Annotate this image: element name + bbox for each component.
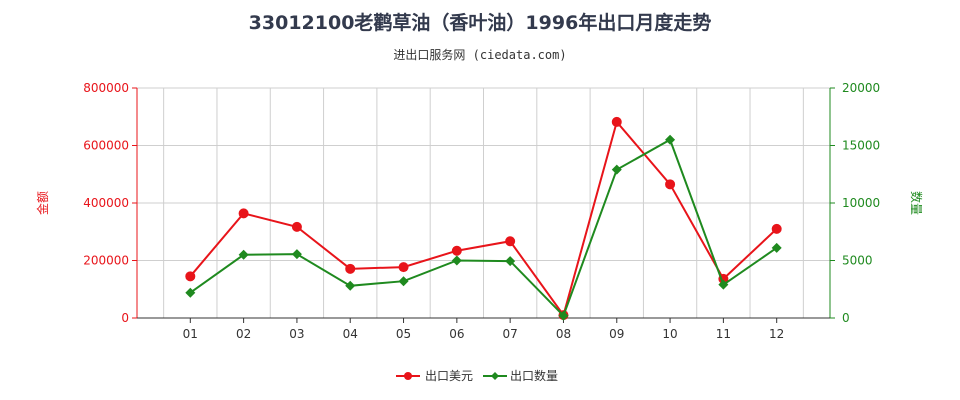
y-tick-label-left: 200000 xyxy=(83,254,129,268)
series-line-1 xyxy=(189,119,778,318)
x-tick-label: 03 xyxy=(289,327,304,341)
point-series-2 xyxy=(238,249,249,260)
legend-marker-2[interactable] xyxy=(491,372,499,380)
legend-label-1[interactable]: 出口美元 xyxy=(425,369,473,383)
point-series-1 xyxy=(345,263,356,274)
point-series-1 xyxy=(451,245,462,256)
x-tick-label: 09 xyxy=(609,327,624,341)
point-series-1 xyxy=(611,116,622,127)
series-layer xyxy=(185,116,782,321)
series-line-2 xyxy=(189,138,778,318)
point-series-1 xyxy=(398,262,409,273)
y-tick-label-left: 800000 xyxy=(83,81,129,95)
x-tick-label: 12 xyxy=(769,327,784,341)
y-tick-label-right: 5000 xyxy=(842,254,873,268)
point-series-1 xyxy=(238,208,249,219)
point-series-2 xyxy=(665,134,676,145)
chart-title: 33012100老鹳草油（香叶油）1996年出口月度走势 xyxy=(248,12,712,34)
y-tick-label-right: 15000 xyxy=(842,139,880,153)
x-tick-label: 04 xyxy=(343,327,358,341)
point-series-1 xyxy=(505,236,516,247)
x-tick-label: 08 xyxy=(556,327,571,341)
point-series-2 xyxy=(345,280,356,291)
point-series-1 xyxy=(185,271,196,282)
y-axis-right-title: 数量 xyxy=(909,191,924,215)
axes: 0 200000 400000 600000 800000 0 5000 10000 15000… xyxy=(35,81,924,341)
point-series-2 xyxy=(291,249,302,260)
x-tick-label: 11 xyxy=(716,327,731,341)
x-tick-label: 10 xyxy=(662,327,677,341)
y-tick-label-left: 400000 xyxy=(83,196,129,210)
x-tick-label: 06 xyxy=(449,327,464,341)
y-tick-label-right: 0 xyxy=(842,311,850,325)
point-series-2 xyxy=(771,242,782,253)
point-series-1 xyxy=(771,223,782,234)
legend-marker-1[interactable] xyxy=(404,372,412,380)
y-tick-label-left: 0 xyxy=(121,311,129,325)
x-tick-label: 05 xyxy=(396,327,411,341)
x-tick-label: 02 xyxy=(236,327,251,341)
point-series-2 xyxy=(611,164,622,175)
point-series-2 xyxy=(398,276,409,287)
y-axis-left-title: 金额 xyxy=(35,191,50,215)
legend[interactable]: 出口美元 出口数量 xyxy=(396,368,558,383)
chart-subtitle: 进出口服务网 (ciedata.com) xyxy=(393,48,567,62)
point-series-1 xyxy=(291,221,302,232)
y-tick-label-right: 20000 xyxy=(842,81,880,95)
y-tick-label-right: 10000 xyxy=(842,196,880,210)
point-series-1 xyxy=(665,179,676,190)
y-tick-label-left: 600000 xyxy=(83,139,129,153)
legend-label-2[interactable]: 出口数量 xyxy=(510,368,558,383)
point-series-2 xyxy=(558,310,569,321)
point-series-2 xyxy=(451,255,462,266)
point-series-2 xyxy=(185,287,196,298)
x-tick-label: 01 xyxy=(183,327,198,341)
point-series-2 xyxy=(718,279,729,290)
x-tick-label: 07 xyxy=(503,327,518,341)
point-series-2 xyxy=(505,256,516,267)
